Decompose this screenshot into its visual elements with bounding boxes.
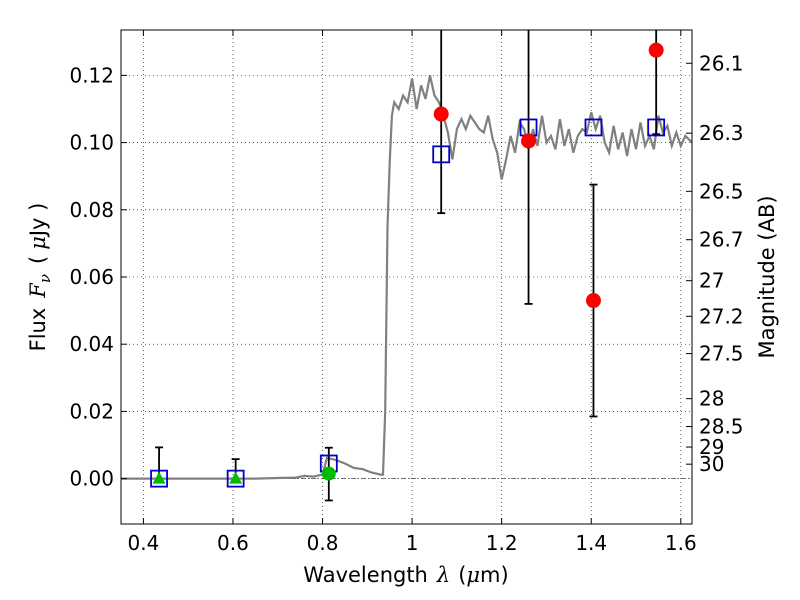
- upper-limit-triangle: [229, 471, 243, 484]
- magnitude-axis-label: Magnitude (AB): [755, 195, 779, 358]
- x-axis-label-symbol: λ: [436, 563, 450, 587]
- model-band-square: [584, 118, 603, 137]
- y-tick-label: 0.08: [69, 198, 114, 222]
- x-axis-label-text: Wavelength: [303, 563, 428, 587]
- x-axis-label: Wavelength λ (μm): [303, 563, 508, 587]
- observed-markers: [152, 42, 664, 484]
- x-axis-label-unit-open: (: [458, 563, 466, 587]
- plot-background: [121, 30, 692, 524]
- x-tick-label: 1.2: [486, 531, 518, 555]
- model-band-square: [647, 118, 666, 137]
- magnitude-tick-label: 30: [699, 452, 724, 476]
- y-axis-ticks: 0.00 0.02 0.04 0.06 0.08 0.10 0.12: [69, 63, 127, 491]
- model-band-square: [432, 145, 451, 164]
- magnitude-tick-label: 28: [699, 387, 724, 411]
- magnitude-tick-label: 27: [699, 269, 724, 293]
- magnitude-tick-label: 27.5: [699, 342, 744, 366]
- y-axis-label-unit-rest: Jy ): [26, 203, 50, 239]
- y-tick-label: 0.06: [69, 265, 114, 289]
- magnitude-tick-label: 29: [699, 435, 724, 459]
- x-tick-label: 1.4: [575, 531, 607, 555]
- y-axis-label-unit-open: (: [26, 256, 50, 264]
- magnitude-tick-label: 26.1: [699, 51, 744, 75]
- y-axis-label: Flux Fν ( μJy ): [26, 203, 54, 352]
- upper-limit-triangle: [152, 471, 166, 484]
- observed-flux-point: [521, 133, 537, 149]
- y-tick-label: 0.02: [69, 399, 114, 423]
- x-axis-ticks: 0.4 0.6 0.8 1 1.2 1.4 1.6: [127, 30, 697, 555]
- model-band-square: [226, 469, 245, 488]
- magnitude-tick-label: 26.7: [699, 228, 744, 252]
- model-sed-line: [121, 75, 692, 480]
- observed-flux-point: [433, 106, 449, 122]
- y-tick-label: 0.00: [69, 467, 114, 491]
- y-axis-label-subscript: ν: [36, 274, 54, 283]
- model-band-square: [150, 469, 168, 488]
- x-tick-label: 1: [406, 531, 419, 555]
- magnitude-tick-label: 28.5: [699, 415, 744, 439]
- x-axis-label-unit-rest: m): [480, 563, 509, 587]
- y-axis-label-symbol: F: [26, 282, 50, 299]
- observed-flux-point: [648, 42, 664, 58]
- y-axis-label-unit-symbol: μ: [26, 236, 50, 250]
- observed-flux-point: [585, 293, 601, 309]
- magnitude-tick-label: 27.2: [699, 304, 744, 328]
- x-tick-label: 0.8: [307, 531, 339, 555]
- x-tick-label: 0.6: [217, 531, 249, 555]
- y-tick-label: 0.12: [69, 63, 114, 87]
- x-tick-label: 0.4: [127, 531, 159, 555]
- y-tick-label: 0.10: [69, 131, 114, 155]
- upper-limit-circle: [321, 466, 336, 481]
- x-axis-label-unit-symbol: μ: [466, 563, 480, 587]
- y-axis-label-text: Flux: [26, 308, 50, 352]
- y-tick-label: 0.04: [69, 332, 114, 356]
- magnitude-tick-label: 26.5: [699, 179, 744, 203]
- magnitude-tick-label: 26.3: [699, 121, 744, 145]
- x-tick-label: 1.6: [665, 531, 697, 555]
